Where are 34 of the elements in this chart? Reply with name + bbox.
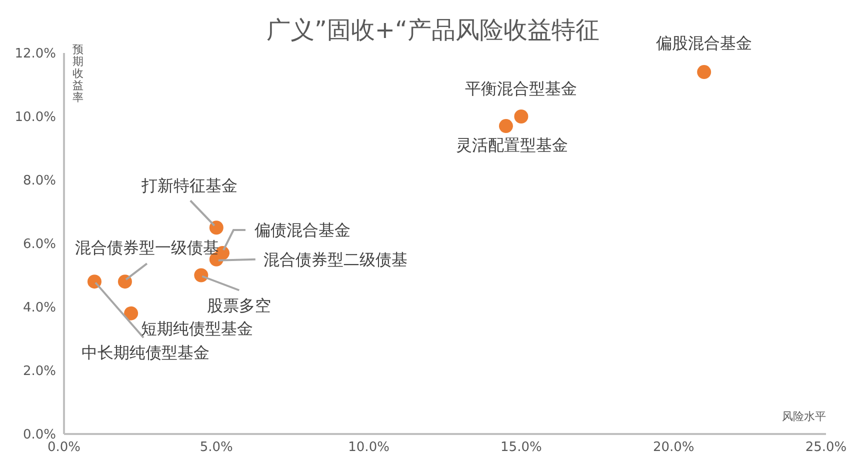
point [514,110,528,124]
annotation: 短期纯债型基金 [141,318,254,338]
annotation: 中长期纯债型基金 [81,343,210,362]
y-tick-label: 4.0% [22,300,56,316]
point [118,274,132,289]
annotation: 平衡混合型基金 [465,79,578,98]
y-tick-label: 0.0% [22,428,56,443]
point [124,306,138,320]
annotation: 打新特征基金 [140,176,238,196]
annotation: 混合债券型二级债基 [263,250,408,269]
annotation: 股票多空 [207,296,272,315]
point [498,119,513,134]
point [697,65,712,80]
annotation: 偏债混合基金 [254,220,350,240]
annotation: 混合债券型一级债基 [74,238,219,258]
annotation: 偏股混合基金 [656,34,752,53]
point [87,274,102,289]
y-axis-title: 预期收益率 [72,43,84,104]
y-tick-label: 2.0% [22,364,56,380]
x-tick-label: 25.0% [805,440,847,456]
y-tick-label: 6.0% [22,237,56,252]
y-tick-label: 8.0% [22,174,56,189]
x-axis-title: 风险水平 [782,410,826,423]
point [194,268,208,282]
x-tick-label: 10.0% [348,440,390,456]
x-tick-label: 20.0% [652,440,694,456]
y-tick-label: 10.0% [14,110,56,126]
x-tick-label: 0.0% [47,440,81,456]
annotation: 灵活配置型基金 [456,136,568,155]
x-tick-label: 15.0% [500,440,542,456]
x-tick-label: 5.0% [200,440,233,456]
chart-title: 广义”固收+“产品风险收益特征 [266,16,600,44]
point [209,220,224,235]
y-tick-label: 12.0% [14,46,56,62]
